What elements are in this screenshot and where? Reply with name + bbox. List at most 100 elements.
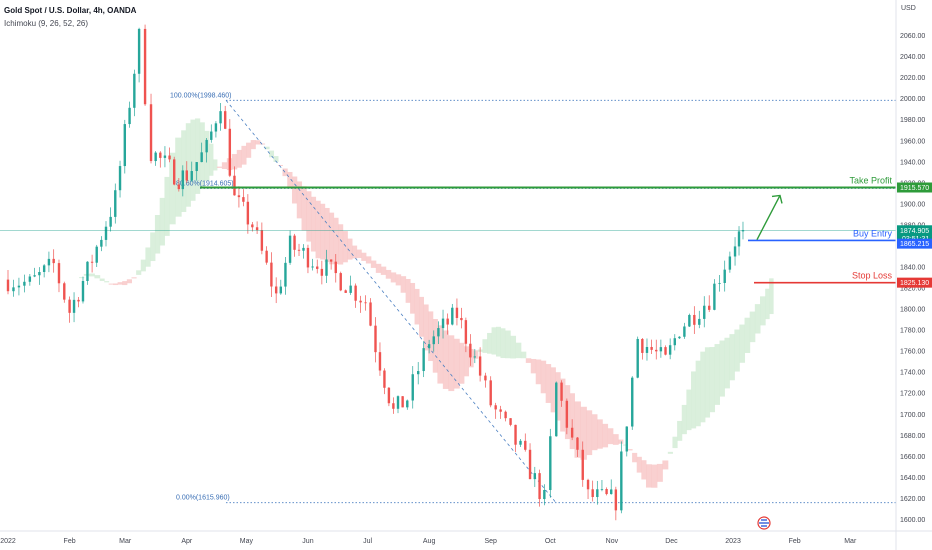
tradingview-logo[interactable] [757, 516, 771, 530]
candle-body [538, 473, 541, 500]
cloud-segment [79, 277, 85, 279]
candle-body [555, 382, 558, 437]
candle-body [519, 440, 522, 445]
cloud-segment [681, 404, 687, 435]
candle-body [631, 377, 634, 427]
cloud-segment [338, 224, 344, 265]
candle-body [86, 261, 89, 281]
candle-body [190, 171, 193, 181]
cloud-segment [645, 464, 652, 488]
trade-levels[interactable]: Take Profit Buy Entry Stop Loss [0, 176, 896, 284]
candle-body [489, 380, 492, 406]
cloud-segment [250, 140, 256, 150]
candle-body [432, 336, 435, 345]
y-tick-label: 1980.00 [900, 117, 925, 124]
x-tick-label: Mar [844, 538, 857, 545]
x-tick-label: Feb [789, 538, 801, 545]
candle-body [293, 235, 296, 250]
candle-body [63, 283, 66, 300]
cloud-segment [94, 275, 101, 279]
cloud-segment [442, 330, 449, 389]
fib-trend-line[interactable] [225, 100, 557, 503]
logo-mark [759, 519, 769, 527]
candle-body [451, 307, 454, 325]
cloud-segment [591, 414, 598, 451]
cloud-segment [656, 463, 663, 482]
candle-body [473, 356, 477, 358]
candle-body [214, 123, 218, 132]
candle-body [636, 338, 639, 378]
arrow-shaft[interactable] [756, 195, 781, 240]
cloud-segment [540, 360, 547, 394]
fib-levels[interactable]: 100.00%(1998.460) 80.60%(1914.605) 0.00%(1… [170, 92, 896, 504]
candle-body [533, 473, 537, 480]
candle-body [713, 283, 716, 310]
y-tick-label: 1800.00 [900, 307, 925, 314]
cloud-segment [277, 164, 283, 166]
candle-body [422, 348, 425, 372]
candle-body [210, 131, 213, 140]
cloud-segment [468, 348, 474, 368]
cloud-segment [574, 401, 581, 458]
x-tick-label: Oct [545, 538, 556, 545]
fib-diagonal[interactable] [225, 100, 557, 503]
cloud-segment [459, 342, 465, 384]
buy-entry-label: Buy Entry [853, 228, 893, 238]
candle-body [723, 269, 726, 283]
x-tick-label: Jul [363, 538, 372, 545]
cloud-segment [154, 214, 161, 254]
candle-body [600, 489, 604, 490]
candle-body [484, 375, 487, 381]
candle-body [205, 139, 208, 153]
candle-body [437, 328, 440, 337]
stop-loss-tag-bg [897, 277, 932, 288]
x-tick-label: Nov [606, 538, 619, 545]
cloud-segment [704, 347, 711, 418]
candle-body [614, 489, 618, 511]
cloud-segment [405, 278, 411, 303]
cloud-segment [749, 311, 756, 343]
candle-body [610, 489, 613, 495]
candle-body [154, 152, 157, 162]
cloud-segment [463, 346, 470, 377]
candle-body [255, 227, 259, 231]
cloud-segment [175, 137, 182, 217]
y-tick-label: 1660.00 [900, 454, 925, 461]
indicator-legend[interactable]: Ichimoku (9, 26, 52, 26) [4, 19, 89, 28]
target-arrow[interactable] [756, 194, 783, 240]
candle-body [509, 418, 512, 425]
cloud-segment [117, 282, 123, 285]
candle-body [688, 314, 691, 327]
candle-body [173, 159, 176, 185]
arrow-head[interactable] [771, 194, 783, 204]
cloud-segment [395, 274, 402, 286]
candle-body [499, 409, 502, 412]
cloud-segment [453, 338, 460, 389]
candle-body [733, 246, 737, 257]
candle-body [401, 396, 404, 408]
y-tick-label: 1640.00 [900, 475, 925, 482]
cloud-segment [744, 317, 751, 353]
candle-body [200, 152, 203, 163]
candle-body [387, 387, 391, 404]
cloud-segment [291, 176, 298, 204]
candle-body [378, 352, 382, 371]
candle-body [581, 449, 584, 480]
y-tick-label: 2000.00 [900, 96, 925, 103]
candle-body [460, 317, 463, 321]
cloud-segment [400, 276, 407, 293]
candle-body [159, 152, 162, 158]
take-profit-tag-bg [897, 182, 932, 193]
y-tick-label: 2060.00 [900, 33, 925, 40]
candle-body [664, 347, 667, 355]
cloud-segment [586, 410, 593, 456]
candle-body [228, 128, 232, 176]
cloud-segment [545, 364, 552, 403]
cloud-segment [525, 358, 532, 363]
take-profit-label: Take Profit [849, 176, 892, 186]
candle-body [586, 479, 590, 490]
candle-body [655, 349, 658, 352]
cloud-segment [150, 232, 156, 262]
